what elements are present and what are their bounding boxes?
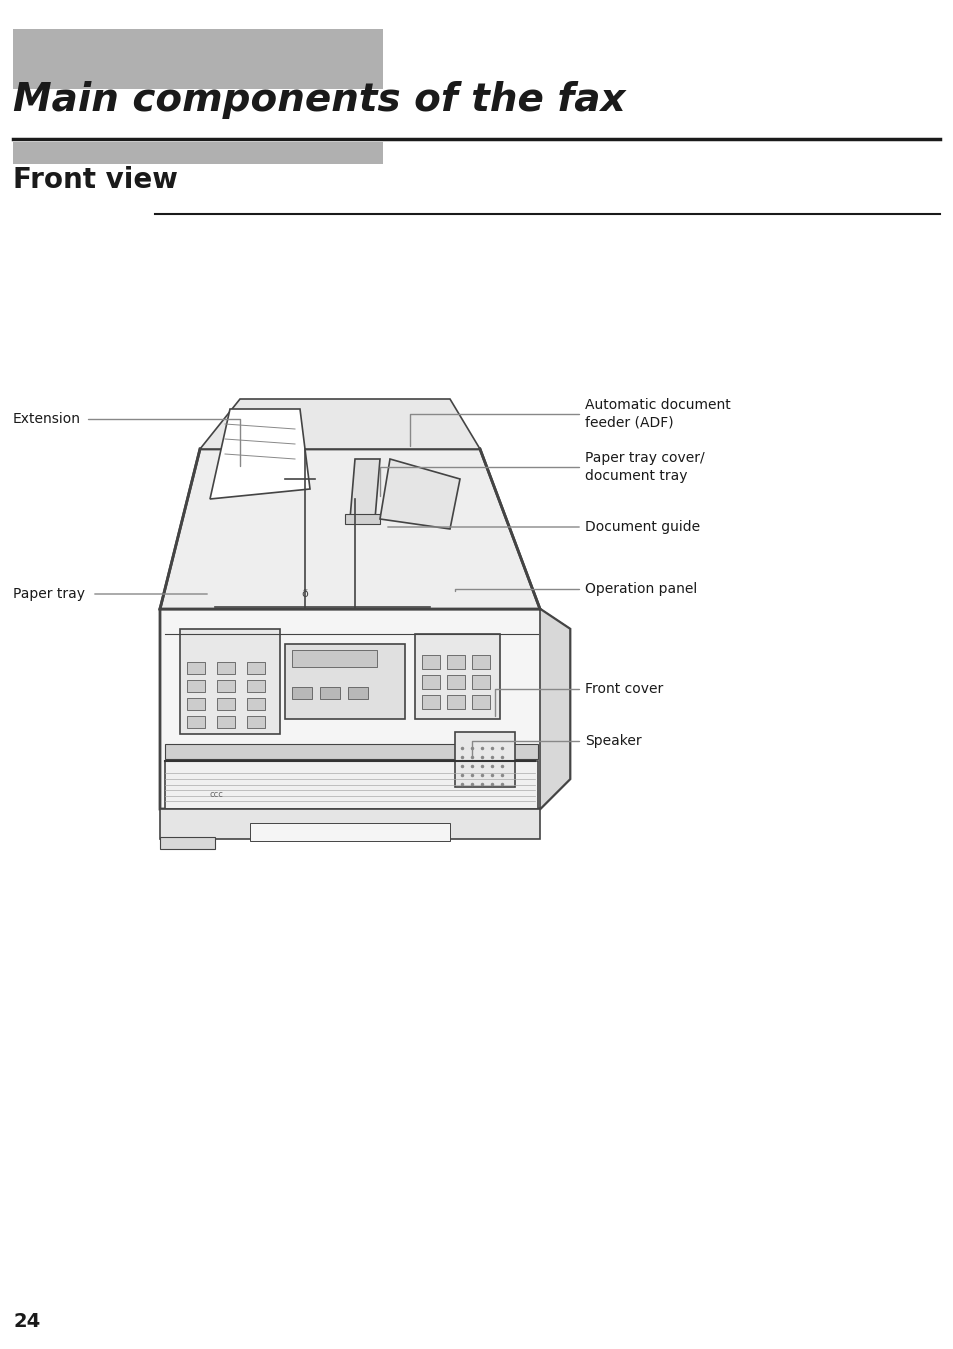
Text: Front view: Front view: [13, 166, 177, 194]
Bar: [472, 695, 490, 710]
Polygon shape: [539, 608, 569, 809]
Bar: [187, 680, 205, 692]
Bar: [447, 674, 464, 689]
Text: Automatic document
feeder (ADF): Automatic document feeder (ADF): [584, 398, 730, 429]
Bar: [421, 656, 439, 669]
Polygon shape: [200, 399, 479, 449]
Text: Operation panel: Operation panel: [584, 581, 697, 596]
Bar: [247, 697, 265, 710]
Bar: [472, 656, 490, 669]
Text: Front cover: Front cover: [584, 683, 662, 696]
Bar: [180, 629, 280, 734]
Text: ð: ð: [301, 590, 308, 599]
Polygon shape: [160, 809, 539, 839]
Bar: [216, 716, 234, 728]
Text: Extension: Extension: [13, 411, 81, 426]
Bar: [216, 697, 234, 710]
Bar: [345, 514, 379, 523]
Bar: [247, 716, 265, 728]
Bar: [292, 650, 376, 666]
Bar: [247, 680, 265, 692]
Bar: [13, 28, 382, 89]
Bar: [187, 697, 205, 710]
Bar: [292, 687, 312, 699]
Bar: [285, 643, 405, 719]
Bar: [216, 662, 234, 674]
Polygon shape: [165, 745, 537, 759]
Bar: [187, 662, 205, 674]
Bar: [447, 695, 464, 710]
Text: ccc: ccc: [210, 791, 224, 799]
Polygon shape: [160, 449, 539, 608]
Bar: [415, 634, 499, 719]
Polygon shape: [210, 409, 310, 499]
Bar: [348, 687, 368, 699]
Bar: [216, 680, 234, 692]
Polygon shape: [350, 459, 379, 519]
Text: Paper tray cover/
document tray: Paper tray cover/ document tray: [584, 452, 704, 483]
Bar: [421, 674, 439, 689]
Text: 24: 24: [13, 1313, 40, 1331]
Bar: [319, 687, 339, 699]
Text: Main components of the fax: Main components of the fax: [13, 81, 625, 119]
Polygon shape: [379, 459, 459, 529]
Bar: [187, 716, 205, 728]
Bar: [447, 656, 464, 669]
Bar: [160, 836, 214, 849]
Text: Paper tray: Paper tray: [13, 587, 85, 602]
Polygon shape: [165, 761, 537, 809]
Text: Document guide: Document guide: [584, 519, 700, 534]
Text: Speaker: Speaker: [584, 734, 641, 747]
Bar: [247, 662, 265, 674]
Polygon shape: [160, 608, 569, 809]
Bar: [455, 733, 515, 786]
Bar: [421, 695, 439, 710]
Bar: [13, 142, 382, 165]
Bar: [250, 823, 450, 840]
Bar: [472, 674, 490, 689]
